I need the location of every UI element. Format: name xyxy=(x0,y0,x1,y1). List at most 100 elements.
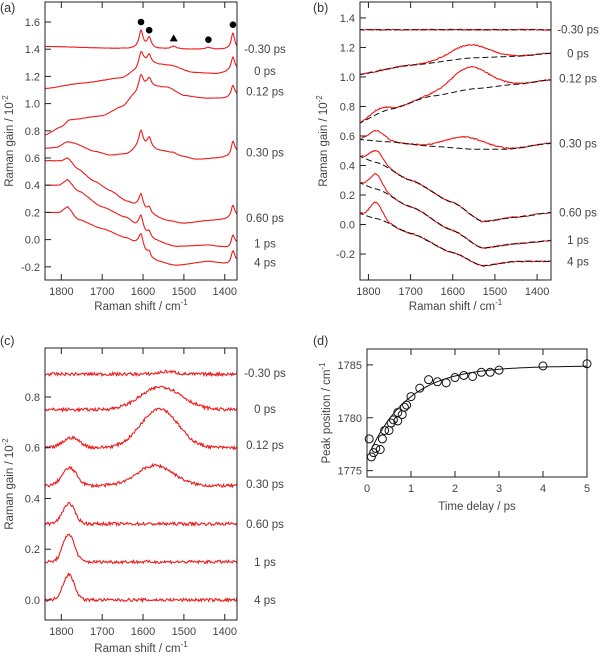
y-tick-label: 0.8 xyxy=(340,101,355,113)
y-axis-title-sup: -2 xyxy=(1,438,10,446)
y-tick-label: -0.2 xyxy=(336,249,355,261)
y-axis-title-sup: -2 xyxy=(1,95,10,103)
spectrum-line xyxy=(45,533,237,565)
plot-frame xyxy=(359,1,552,281)
x-tick-label: 1800 xyxy=(356,286,380,298)
data-point xyxy=(386,418,396,428)
plot-frame xyxy=(44,347,238,621)
y-tick-label: 1.4 xyxy=(340,13,355,25)
data-point xyxy=(424,375,434,385)
plot-frame xyxy=(44,1,238,281)
band-marker-circle xyxy=(145,26,153,34)
y-tick-label: 1.0 xyxy=(340,72,355,84)
y-tick-label: 1.4 xyxy=(25,44,40,56)
panel-b: (b) -0.2 0.0 0.2 0.4 0.6 0.8 1.0 1.2 1.4 1800 1700 1… xyxy=(313,1,599,313)
y-tick-label: 1785 xyxy=(338,360,362,372)
series-label: 0.12 ps xyxy=(559,73,597,85)
y-tick-label: 0.0 xyxy=(340,220,355,232)
x-axis-title-sup: -1 xyxy=(181,640,189,649)
spectrum-line xyxy=(45,572,237,604)
x-tick-label: 1 xyxy=(408,483,414,495)
series-label: 0.60 ps xyxy=(246,213,284,225)
spectrum-line xyxy=(45,128,237,160)
spectrum-line xyxy=(45,407,237,451)
data-point xyxy=(415,383,425,393)
x-tick-label: 1500 xyxy=(172,626,196,638)
x-tick-label: 1600 xyxy=(441,286,465,298)
series-label: 0.30 ps xyxy=(246,148,284,160)
spectrum-line xyxy=(45,73,237,136)
data-point xyxy=(364,434,374,444)
y-tick-label: 1775 xyxy=(338,466,362,478)
band-marker-circle xyxy=(229,21,237,29)
baseline-fit-dashed xyxy=(360,182,551,249)
x-tick-label: 1400 xyxy=(525,286,549,298)
spectrum-line xyxy=(45,206,237,266)
y-tick-label: 0.8 xyxy=(25,392,40,404)
baseline-fit-dashed xyxy=(360,79,551,124)
data-point xyxy=(380,425,390,435)
series-label: -0.30 ps xyxy=(557,25,599,37)
panel-c: (c) 0.0 0.2 0.4 0.6 0.8 1800 1700 1600 1500 1400 Ra… xyxy=(0,334,286,655)
y-tick-label: 0.2 xyxy=(340,190,355,202)
x-tick-label: 5 xyxy=(584,483,590,495)
y-tick-label: 0.4 xyxy=(340,160,355,172)
band-marker-circle xyxy=(205,36,212,43)
series-label: 0 ps xyxy=(254,404,276,416)
y-tick-label: -0.2 xyxy=(21,262,40,274)
plot-area xyxy=(370,365,587,450)
x-axis-title: Raman shift / cm-1 xyxy=(94,298,188,313)
spectrum-line xyxy=(45,51,237,90)
data-point xyxy=(371,443,381,453)
panel-label: (b) xyxy=(313,1,328,15)
data-point xyxy=(406,392,416,402)
series-label: 0.60 ps xyxy=(246,519,284,531)
data-point xyxy=(393,407,403,417)
data-point xyxy=(485,367,495,377)
data-point xyxy=(402,400,412,410)
x-tick-label: 1400 xyxy=(213,626,237,638)
x-tick-label: 1700 xyxy=(90,286,114,298)
y-tick-label: 0.4 xyxy=(25,180,40,192)
fit-curve xyxy=(370,365,587,450)
spectrum-line xyxy=(360,43,551,76)
data-point xyxy=(494,365,504,375)
data-point xyxy=(432,377,442,387)
baseline-fit-dashed xyxy=(360,212,551,267)
spectrum-line xyxy=(360,149,551,223)
series-label: -0.30 ps xyxy=(244,44,286,56)
spectrum-line xyxy=(45,385,237,413)
spectrum-line xyxy=(45,157,237,224)
band-marker-circle xyxy=(137,18,145,26)
y-tick-label: 0.4 xyxy=(25,493,40,505)
y-tick-label: 0.2 xyxy=(25,207,40,219)
x-axis-title: Raman shift / cm-1 xyxy=(94,640,188,655)
y-tick-label: 0.0 xyxy=(25,595,40,607)
spectrum-line xyxy=(360,129,551,150)
series-label: 4 ps xyxy=(254,258,276,270)
data-point xyxy=(388,415,398,425)
x-tick-label: 1800 xyxy=(49,286,73,298)
series-label: 0.12 ps xyxy=(246,86,284,98)
series-label: 1 ps xyxy=(567,235,589,247)
y-tick-label: 1.6 xyxy=(25,17,40,29)
spectrum-line xyxy=(45,178,237,248)
series-label: 4 ps xyxy=(567,256,589,268)
plot-frame xyxy=(366,348,588,478)
data-point xyxy=(377,434,387,444)
baseline-fit-dashed xyxy=(360,52,551,75)
series-label: 4 ps xyxy=(254,595,276,607)
y-tick-label: 0.2 xyxy=(25,544,40,556)
y-axis-title: Raman gain / 10-2 xyxy=(1,95,16,187)
x-axis-title: Raman shift / cm-1 xyxy=(409,298,503,313)
x-tick-label: 0 xyxy=(364,483,370,495)
y-axis-title: Raman gain / 10-2 xyxy=(315,95,330,187)
y-tick-label: 0.6 xyxy=(25,443,40,455)
x-tick-label: 1800 xyxy=(49,626,73,638)
y-axis-title-sup: -2 xyxy=(315,95,324,103)
y-tick-label: 0.6 xyxy=(25,153,40,165)
data-point xyxy=(476,367,486,377)
x-tick-label: 2 xyxy=(452,483,458,495)
x-tick-label: 1500 xyxy=(483,286,507,298)
